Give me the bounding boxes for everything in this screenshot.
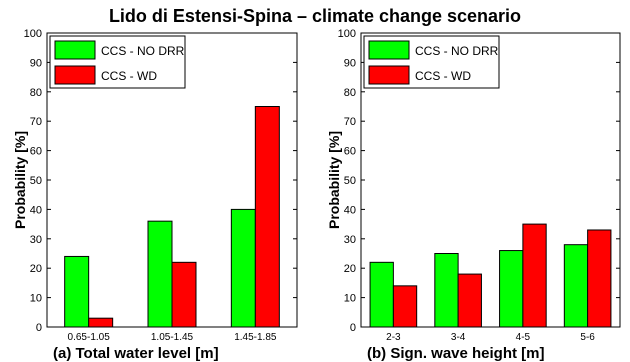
x-tick-label: 1.45-1.85 [234,332,277,343]
bar [434,253,459,328]
y-tick-label: 10 [344,293,356,305]
bar [147,220,173,328]
y-tick-label: 30 [30,234,42,246]
x-tick-label: 1.05-1.45 [151,332,194,343]
legend-swatch [368,65,410,85]
y-tick-label: 100 [24,28,42,40]
x-tick-label: 3-4 [451,332,466,343]
y-tick-label: 90 [344,57,356,69]
y-tick-label: 20 [344,263,356,275]
legend-label: CCS - NO DRR [415,44,499,58]
bar [64,255,90,328]
y-axis-label: Probability [%] [326,131,342,229]
y-tick-label: 30 [344,234,356,246]
y-tick-label: 20 [30,263,42,275]
y-tick-label: 60 [30,146,42,158]
y-tick-label: 50 [344,175,356,187]
y-tick-label: 0 [36,322,42,334]
x-tick-label: 2-3 [386,332,401,343]
x-tick-label: 5-6 [580,332,595,343]
x-axis-label: (b) Sign. wave height [m] [367,345,545,362]
y-tick-label: 50 [30,175,42,187]
y-axis-label: Probability [%] [12,131,28,229]
legend-label: CCS - WD [415,69,471,83]
bar [563,244,589,328]
y-tick-label: 90 [30,57,42,69]
y-tick-label: 0 [350,322,356,334]
x-axis-label: (a) Total water level [m] [53,345,219,362]
legend-swatch [54,65,96,85]
legend-label: CCS - WD [101,69,157,83]
bar [587,229,612,328]
x-tick-label: 4-5 [516,332,531,343]
legend-swatch [368,40,410,60]
bar [392,285,418,328]
y-tick-label: 80 [344,87,356,99]
bar [369,261,394,328]
y-tick-label: 80 [30,87,42,99]
y-tick-label: 100 [338,28,356,40]
y-tick-label: 70 [344,116,356,128]
bar [522,223,547,328]
y-tick-label: 10 [30,293,42,305]
y-tick-label: 70 [30,116,42,128]
y-tick-label: 40 [344,204,356,216]
legend-swatch [54,40,96,60]
y-tick-label: 40 [30,204,42,216]
x-tick-label: 0.65-1.05 [68,332,111,343]
bar [457,273,482,328]
bar [230,208,256,328]
bar [171,261,197,328]
y-tick-label: 60 [344,146,356,158]
chart-title: Lido di Estensi-Spina – climate change s… [108,6,522,26]
bar [88,317,114,328]
bar [254,106,280,328]
bar [499,250,524,328]
legend-label: CCS - NO DRR [101,44,185,58]
